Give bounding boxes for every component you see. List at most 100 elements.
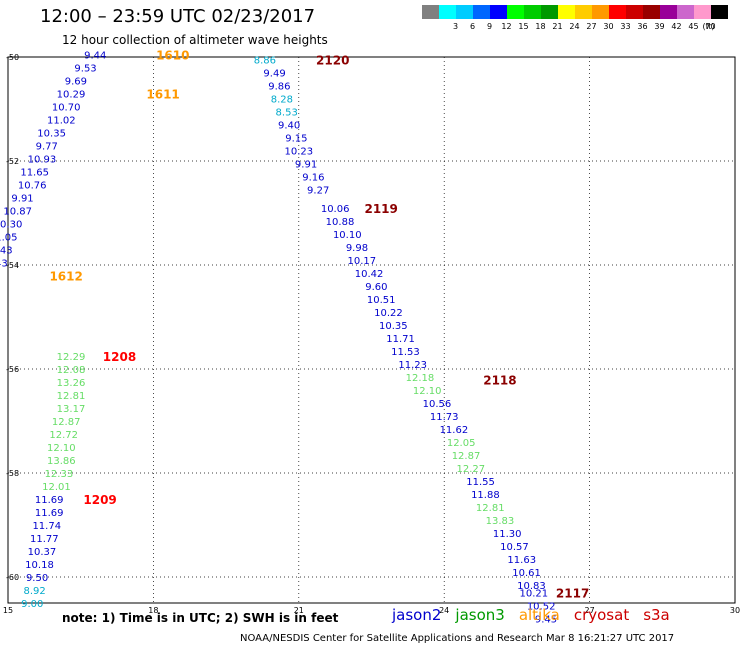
wave-height-value: 10.37 [28, 547, 57, 558]
legend-swatch-label: 42 [671, 22, 682, 31]
wave-height-value: 9.45 [535, 615, 557, 626]
legend-swatch [677, 5, 694, 19]
satellite-jason3: jason3 [455, 606, 505, 624]
wave-height-value: 12.10 [47, 443, 76, 454]
legend-swatch [422, 5, 439, 19]
lat-label: -54 [6, 261, 19, 270]
lat-label: -52 [6, 157, 19, 166]
wave-height-value: 9.44 [84, 50, 106, 61]
satellite-altika: altika [518, 606, 560, 624]
legend-swatch [558, 5, 575, 19]
wave-height-value: 11.23 [398, 360, 427, 371]
lon-label: 24 [439, 606, 449, 615]
wave-height-value: 13.17 [57, 404, 86, 415]
pass-time-label: 1612 [49, 269, 82, 283]
legend-swatch-label: 70 [705, 22, 716, 31]
legend-swatch [694, 5, 711, 19]
legend-swatch [711, 5, 728, 19]
wave-height-value: 10.06 [321, 204, 350, 215]
wave-height-value: 11.63 [507, 555, 536, 566]
wave-height-value: 10.30 [0, 219, 22, 230]
wave-height-value: 11.62 [440, 425, 469, 436]
legend-unit: (ft) [702, 22, 715, 31]
wave-height-value: 10.35 [379, 321, 408, 332]
footer-credit: NOAA/NESDIS Center for Satellite Applica… [240, 633, 675, 644]
legend-swatch-label: 27 [586, 22, 597, 31]
lon-label: 18 [148, 606, 158, 615]
legend-swatch [660, 5, 677, 19]
wave-height-value: 10.52 [527, 602, 556, 613]
legend-swatch-label: 33 [620, 22, 631, 31]
wave-height-value: 10.70 [52, 102, 81, 113]
wave-height-value: 11.55 [466, 477, 495, 488]
wave-height-value: 11.43 [0, 258, 8, 269]
legend-swatch-label: 3 [452, 22, 459, 31]
wave-height-value: 10.56 [423, 399, 452, 410]
pass-time-label: 1611 [146, 87, 179, 101]
wave-height-value: 9.77 [36, 141, 58, 152]
wave-height-value: 10.61 [512, 568, 541, 579]
wave-height-value: 12.87 [452, 451, 481, 462]
legend-swatch [575, 5, 592, 19]
map-title: 12:00 – 23:59 UTC 02/23/2017 [40, 6, 316, 27]
wave-height-value: 11.71 [386, 334, 415, 345]
wave-height-value: 13.26 [57, 378, 86, 389]
legend-swatch-label: 9 [486, 22, 493, 31]
legend-swatch-label: 6 [469, 22, 476, 31]
satellite-cryosat: cryosat [573, 606, 630, 624]
wave-height-value: 10.76 [18, 180, 47, 191]
wave-height-value: 9.60 [365, 282, 387, 293]
wave-height-value: 12.72 [49, 430, 78, 441]
wave-height-value: 12.18 [406, 373, 435, 384]
legend-swatch [524, 5, 541, 19]
wave-height-value: 9.91 [11, 193, 33, 204]
legend-swatch-label: 12 [501, 22, 512, 31]
map-frame [7, 56, 736, 604]
lon-label: 21 [294, 606, 304, 615]
wave-height-value: 11.43 [0, 245, 13, 256]
wave-height-value: 9.86 [268, 82, 290, 93]
wave-height-value: 9.16 [302, 173, 324, 184]
wave-height-value: 9.53 [74, 63, 96, 74]
wave-height-value: 8.28 [271, 95, 293, 106]
wave-height-value: 10.42 [355, 269, 384, 280]
legend-swatch [643, 5, 660, 19]
map-subtitle: 12 hour collection of altimeter wave hei… [62, 33, 328, 47]
wave-height-value: 9.91 [295, 160, 317, 171]
pass-time-label: 2118 [483, 373, 516, 387]
satellite-jason2: jason2 [392, 606, 442, 624]
legend-swatch [507, 5, 524, 19]
wave-height-value: 13.83 [486, 516, 515, 527]
wave-height-value: 10.83 [517, 581, 546, 592]
legend-swatch [490, 5, 507, 19]
lat-label: -60 [6, 573, 19, 582]
pass-time-label: 2117 [556, 587, 589, 601]
legend-swatch-label: 15 [518, 22, 529, 31]
wave-height-value: 9.98 [346, 243, 368, 254]
pass-time-label: 2120 [316, 54, 349, 68]
wave-height-value: 10.29 [57, 89, 86, 100]
wave-height-value: 8.86 [254, 56, 276, 67]
wave-height-value: 12.10 [413, 386, 442, 397]
note-text: note: 1) Time is in UTC; 2) SWH is in fe… [62, 611, 339, 625]
wave-height-value: 9.69 [65, 76, 87, 87]
wave-height-value: 11.53 [391, 347, 420, 358]
legend-swatch-label: 45 [688, 22, 699, 31]
wave-height-value: 8.92 [24, 586, 46, 597]
wave-height-value: 11.77 [30, 534, 59, 545]
wave-height-value: 11.65 [20, 167, 49, 178]
legend-swatch [456, 5, 473, 19]
wave-height-value: 11.69 [35, 495, 64, 506]
wave-height-value: 12.27 [457, 464, 486, 475]
wave-height-value: 10.17 [347, 256, 376, 267]
legend-swatch-label: 24 [569, 22, 580, 31]
wave-height-value: 9.50 [26, 573, 48, 584]
wave-height-value: 12.05 [447, 438, 476, 449]
legend-swatch [473, 5, 490, 19]
wave-height-value: 10.93 [28, 154, 57, 165]
legend-swatch-label: 18 [535, 22, 546, 31]
wave-height-value: 11.88 [471, 490, 500, 501]
wave-height-value: 11.73 [430, 412, 459, 423]
wave-height-value: 12.29 [57, 352, 86, 363]
legend-swatch-label: 39 [654, 22, 665, 31]
